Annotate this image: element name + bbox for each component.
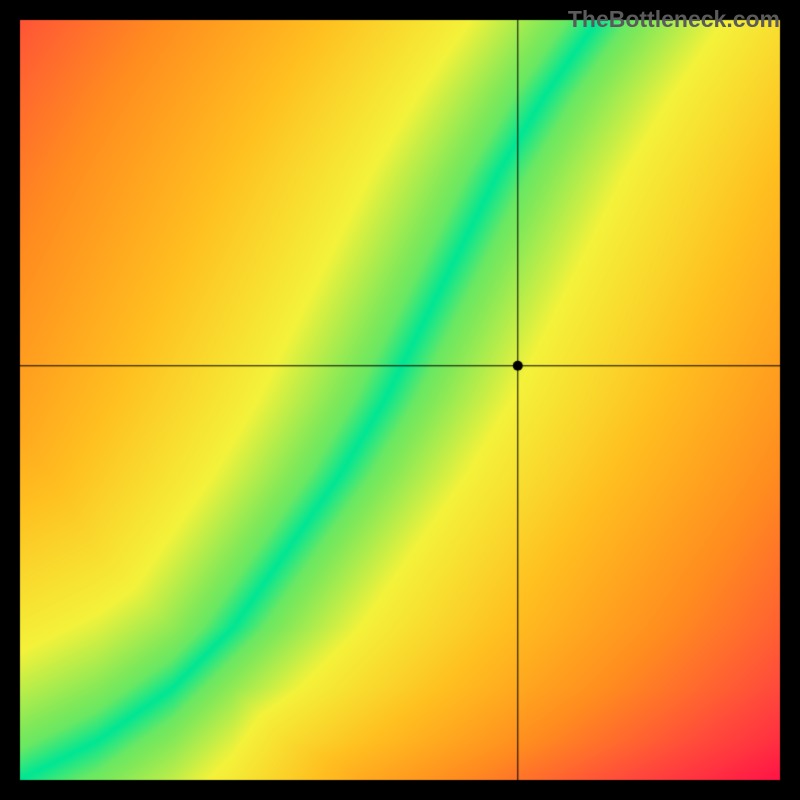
watermark-text: TheBottleneck.com bbox=[568, 6, 780, 33]
chart-container: TheBottleneck.com bbox=[0, 0, 800, 800]
bottleneck-heatmap bbox=[0, 0, 800, 800]
